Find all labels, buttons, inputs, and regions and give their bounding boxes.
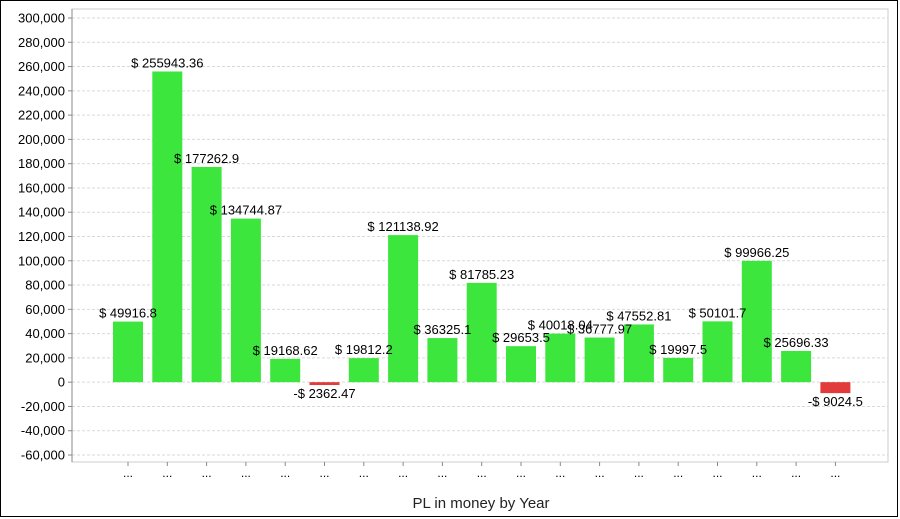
- x-tick-label: ...: [162, 466, 172, 480]
- x-tick-label: ...: [712, 466, 722, 480]
- bar: [663, 357, 694, 383]
- data-label: $ 134744.87: [210, 203, 282, 218]
- data-label: $ 36325.1: [413, 322, 471, 337]
- bar: [348, 358, 379, 383]
- bar: [741, 260, 772, 383]
- x-tick-label: ...: [477, 466, 487, 480]
- y-axis-ticks: -60,000 -40,000 -20,000 0 20,000 40,000 60,000…: [18, 11, 72, 463]
- y-tick-label: 280,000: [18, 35, 65, 50]
- y-tick-label: 160,000: [18, 180, 65, 195]
- x-tick-label: ...: [791, 466, 801, 480]
- bars: [113, 71, 851, 394]
- x-tick-label: ...: [241, 466, 251, 480]
- data-label: $ 47552.81: [606, 308, 671, 323]
- x-tick-label: ...: [830, 466, 840, 480]
- y-tick-label: 300,000: [18, 11, 65, 26]
- y-tick-label: 0: [58, 375, 65, 390]
- bar: [702, 321, 733, 383]
- bar: [113, 321, 143, 383]
- data-label: $ 19997.5: [649, 342, 707, 357]
- bar: [623, 324, 654, 383]
- x-tick-label: ...: [123, 466, 133, 480]
- x-tick-label: ...: [280, 466, 290, 480]
- y-tick-label: 80,000: [25, 278, 65, 293]
- data-label: $ 255943.36: [131, 55, 203, 70]
- data-label: $ 177262.9: [174, 151, 239, 166]
- data-label: -$ 9024.5: [808, 394, 863, 409]
- y-tick-label: -20,000: [21, 399, 65, 414]
- y-tick-label: 140,000: [18, 205, 65, 220]
- x-tick-label: ...: [516, 466, 526, 480]
- x-tick-label: ...: [359, 466, 369, 480]
- y-tick-label: 220,000: [18, 108, 65, 123]
- x-tick-label: ...: [555, 466, 565, 480]
- bar: [820, 382, 851, 394]
- bar: [427, 338, 458, 383]
- bar: [388, 235, 419, 383]
- y-tick-label: 240,000: [18, 83, 65, 98]
- y-tick-label: -40,000: [21, 423, 65, 438]
- x-axis-ticks: ........................................…: [123, 462, 840, 480]
- data-label: $ 81785.23: [449, 267, 514, 282]
- y-tick-label: 260,000: [18, 59, 65, 74]
- x-tick-label: ...: [437, 466, 447, 480]
- x-tick-label: ...: [673, 466, 683, 480]
- x-axis-title: PL in money by Year: [412, 495, 549, 512]
- y-tick-label: 20,000: [25, 350, 65, 365]
- y-tick-label: -60,000: [21, 448, 65, 463]
- bar: [584, 337, 615, 383]
- x-tick-label: ...: [319, 466, 329, 480]
- bar: [309, 382, 340, 386]
- x-tick-label: ...: [202, 466, 212, 480]
- y-tick-label: 40,000: [25, 326, 65, 341]
- bar: [781, 350, 812, 383]
- y-tick-label: 120,000: [18, 229, 65, 244]
- data-label: $ 19812.2: [335, 342, 393, 357]
- bar: [506, 346, 536, 383]
- bar: [191, 166, 222, 383]
- x-tick-label: ...: [398, 466, 408, 480]
- x-tick-label: ...: [752, 466, 762, 480]
- data-label: $ 40018.04: [528, 318, 593, 333]
- data-label: -$ 2362.47: [293, 386, 355, 401]
- x-tick-label: ...: [595, 466, 605, 480]
- data-label: $ 29653.5: [492, 330, 550, 345]
- data-label: $ 25696.33: [764, 335, 829, 350]
- bar: [545, 333, 576, 383]
- data-label: $ 49916.8: [99, 306, 157, 321]
- data-label: $ 50101.7: [689, 305, 747, 320]
- bar: [270, 358, 301, 383]
- data-label: $ 19168.62: [253, 343, 318, 358]
- bar: [230, 218, 261, 383]
- y-tick-label: 100,000: [18, 253, 65, 268]
- y-tick-label: 60,000: [25, 302, 65, 317]
- data-label: $ 99966.25: [724, 245, 789, 260]
- y-tick-label: 200,000: [18, 132, 65, 147]
- bar: [466, 282, 497, 383]
- data-labels: $ 49916.8 $ 255943.36 $ 177262.9 $ 134744.8…: [99, 55, 863, 409]
- bar: [152, 71, 183, 383]
- y-tick-label: 180,000: [18, 156, 65, 171]
- data-label: $ 121138.92: [367, 219, 438, 234]
- data-label: $ 36777.97: [567, 322, 632, 337]
- x-tick-label: ...: [634, 466, 644, 480]
